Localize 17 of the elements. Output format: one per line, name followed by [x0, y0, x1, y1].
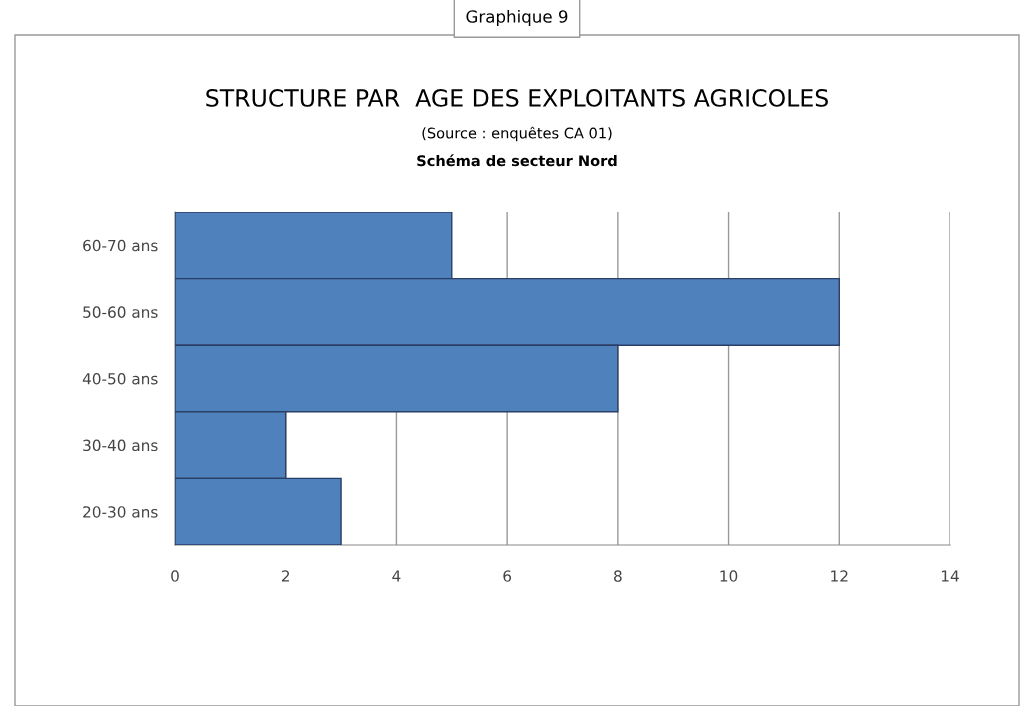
x-tick-label: 12 — [831, 570, 848, 582]
chart-subtitle: Schéma de secteur Nord — [417, 154, 617, 167]
x-tick-label: 10 — [720, 570, 738, 582]
y-tick-label: 40-50 ans — [82, 372, 158, 385]
x-tick-label: 4 — [392, 570, 401, 582]
y-tick-label: 60-70 ans — [83, 239, 158, 252]
x-tick-label: 14 — [941, 570, 959, 582]
text: Graphique 9 — [466, 9, 568, 27]
text: (Source : enquêtes CA 01) — [422, 126, 612, 142]
y-tick-label: 50-60 ans — [83, 306, 158, 318]
x-tick-label: 0 — [171, 570, 179, 582]
x-tick-label: 6 — [503, 570, 512, 582]
y-tick-label: 20-30 ans — [83, 506, 158, 518]
y-tick-label: 30-40 ans — [83, 439, 158, 452]
x-tick-label: 2 — [281, 570, 290, 582]
chart-title: STRUCTURE PAR AGE DES EXPLOITANTS AGRICOLES — [206, 88, 828, 107]
x-tick-label: 8 — [614, 570, 622, 582]
